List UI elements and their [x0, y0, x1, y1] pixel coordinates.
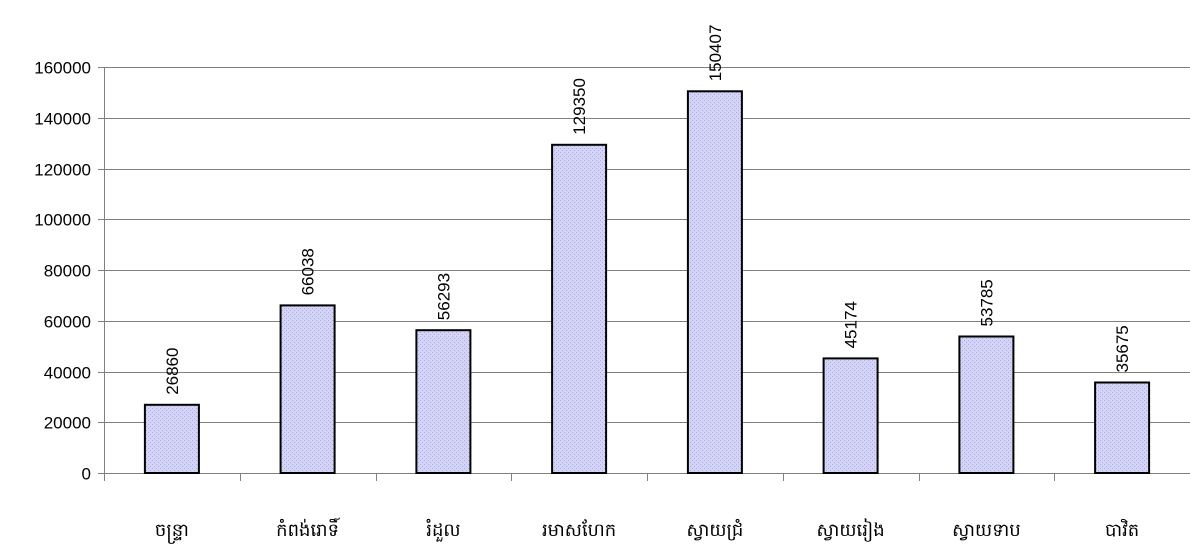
labels: 0 20000 40000 60000 80000 100000 120000 140000 1…	[34, 25, 1139, 544]
bar-0	[143, 403, 200, 474]
bar-1	[279, 304, 336, 474]
axes	[98, 67, 1190, 481]
data-label-3: 129350	[570, 78, 589, 135]
bar-2	[415, 329, 472, 475]
data-label-4: 150407	[706, 25, 725, 82]
data-label-7: 35675	[1113, 325, 1132, 372]
data-label-1: 66038	[299, 248, 318, 295]
x-tick-label-6: ស្វាយទាប	[952, 520, 1021, 541]
data-label-5: 45174	[842, 301, 861, 348]
x-tick-label-1: កំពង់រោទិ៍	[276, 517, 340, 541]
data-label-2: 56293	[434, 273, 453, 320]
x-tick-label-5: ស្វាយរៀង	[816, 518, 884, 542]
y-tick-label-4: 80000	[44, 262, 91, 281]
y-tick-label-6: 120000	[34, 161, 91, 180]
bar-5	[822, 357, 879, 474]
x-tick-label-0: ចន្ទ្រា	[155, 520, 189, 544]
x-tick-label-7: បាវិត	[1105, 518, 1139, 541]
bar-6	[958, 335, 1015, 474]
bar-7	[1094, 381, 1151, 474]
bar-4	[686, 90, 743, 475]
x-tick-label-2: រំដួល	[426, 518, 461, 542]
data-label-6: 53785	[977, 279, 996, 326]
y-tick-label-5: 100000	[34, 211, 91, 230]
y-tick-label-8: 160000	[34, 59, 91, 78]
bar-3	[551, 143, 608, 475]
y-tick-label-3: 60000	[44, 313, 91, 332]
x-tick-label-3: រមាសហែក	[542, 519, 616, 541]
bars	[143, 90, 1151, 475]
y-tick-label-1: 20000	[44, 414, 91, 433]
y-tick-label-7: 140000	[34, 110, 91, 129]
gridlines	[104, 67, 1190, 423]
y-tick-label-2: 40000	[44, 364, 91, 383]
y-tick-label-0: 0	[82, 465, 91, 484]
data-label-0: 26860	[163, 348, 182, 395]
x-tick-label-4: ស្វាយជ្រំ	[687, 518, 744, 541]
